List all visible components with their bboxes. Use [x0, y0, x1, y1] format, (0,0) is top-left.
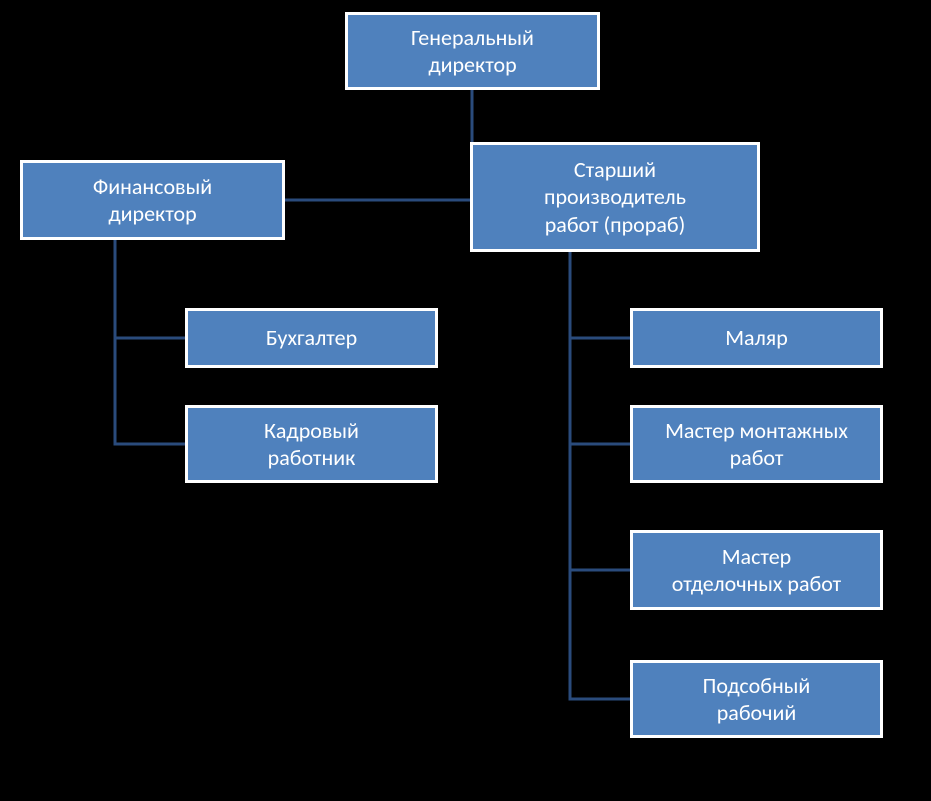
edge-prorab-helper	[570, 252, 630, 699]
node-otdel: Мастер отделочных работ	[630, 530, 883, 610]
edge-prorab-painter	[570, 252, 630, 338]
node-accountant: Бухгалтер	[185, 308, 438, 368]
node-ceo: Генеральный директор	[345, 12, 600, 90]
edge-fin-hr	[115, 240, 185, 444]
node-mont: Мастер монтажных работ	[630, 405, 883, 483]
edge-ceo-fin	[285, 90, 472, 200]
org-chart: Генеральный директор Финансовый директор С…	[0, 0, 931, 801]
edge-fin-accountant	[115, 240, 185, 338]
edge-prorab-mont	[570, 252, 630, 444]
edge-prorab-otdel	[570, 252, 630, 570]
node-fin: Финансовый директор	[20, 160, 285, 240]
node-painter: Маляр	[630, 308, 883, 368]
node-hr: Кадровый работник	[185, 405, 438, 483]
node-helper: Подсобный рабочий	[630, 660, 883, 738]
node-prorab: Старший производитель работ (прораб)	[470, 142, 760, 252]
